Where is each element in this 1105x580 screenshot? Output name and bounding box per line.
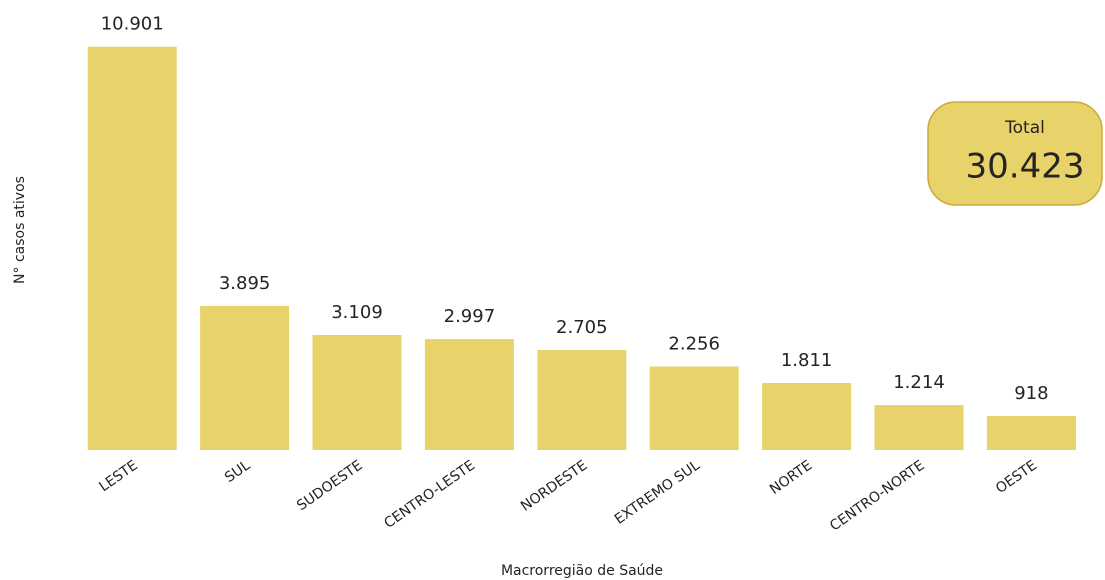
total-label: Total — [1004, 118, 1045, 138]
value-label: 1.811 — [781, 350, 833, 371]
x-tick-label: OESTE — [993, 457, 1040, 497]
bar — [312, 334, 402, 450]
value-label: 2.705 — [556, 317, 608, 338]
x-tick-label: CENTRO-NORTE — [827, 457, 927, 534]
bar — [762, 382, 852, 450]
x-tick-label: LESTE — [96, 457, 140, 495]
x-tick-label: SUL — [222, 457, 253, 486]
bar — [874, 405, 964, 450]
x-tick-label: NORDESTE — [518, 457, 590, 514]
value-label: 918 — [1014, 383, 1048, 404]
value-label: 1.214 — [893, 372, 945, 393]
value-label: 3.895 — [219, 273, 271, 294]
x-tick-label: CENTRO-LESTE — [381, 457, 478, 531]
x-tick-label: SUDOESTE — [294, 457, 365, 514]
y-axis-title: N° casos ativos — [12, 176, 28, 284]
bar — [87, 46, 177, 451]
bar — [986, 416, 1076, 450]
value-label: 2.256 — [668, 334, 720, 355]
value-label: 2.997 — [444, 306, 496, 327]
total-card — [927, 101, 1103, 206]
x-tick-label: NORTE — [767, 457, 815, 497]
x-tick-label: EXTREMO SUL — [612, 457, 703, 527]
bar — [200, 305, 290, 450]
value-label: 10.901 — [101, 14, 164, 35]
bar — [537, 349, 627, 450]
x-axis-title: Macrorregião de Saúde — [501, 563, 663, 579]
total-value: 30.423 — [966, 147, 1085, 187]
bar — [424, 339, 514, 450]
bar — [649, 366, 739, 450]
value-label: 3.109 — [331, 302, 383, 323]
